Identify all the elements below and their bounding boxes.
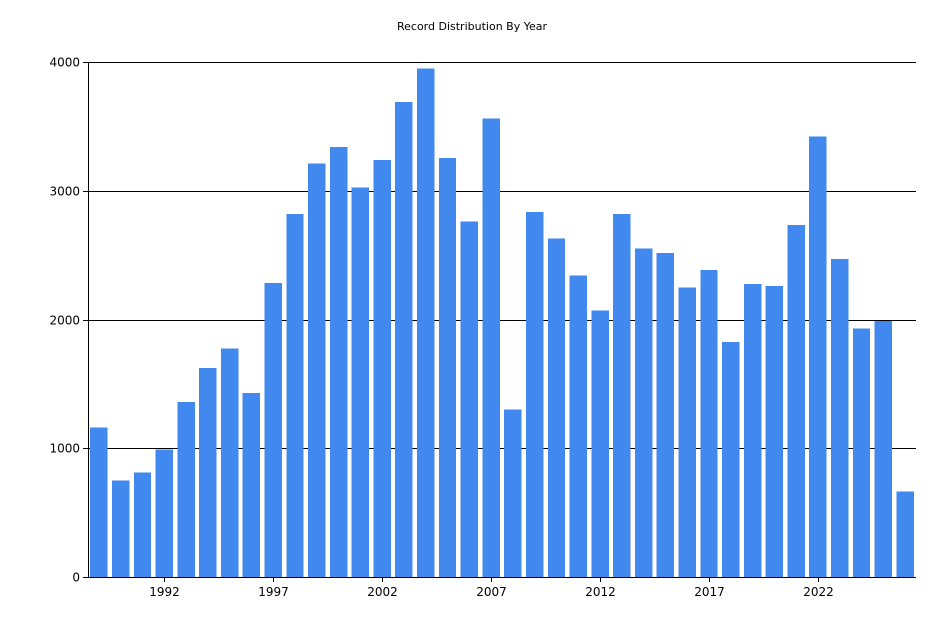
bar-2014 — [634, 248, 653, 577]
y-tick-label: 4000 — [49, 56, 80, 70]
x-tick-label: 2002 — [367, 585, 398, 599]
bar-2000 — [329, 146, 348, 578]
bar-1998 — [286, 213, 304, 577]
chart-title: Record Distribution By Year — [397, 20, 547, 33]
bar-2023 — [831, 258, 849, 577]
bar-2017 — [700, 269, 718, 577]
x-tick-label: 1997 — [258, 585, 289, 599]
bar-2024 — [852, 328, 871, 577]
bar-2006 — [460, 221, 479, 577]
bar-1989 — [90, 427, 108, 577]
bars — [90, 68, 914, 578]
y-tick-label: 1000 — [49, 442, 80, 456]
bar-1994 — [199, 367, 217, 577]
bar-1990 — [111, 480, 130, 577]
x-tick-labels: 1992 1997 2002 2007 2012 2017 2022 — [149, 585, 834, 599]
bar-1997 — [264, 282, 282, 577]
bar-2022 — [809, 136, 827, 577]
bar-2021 — [787, 224, 805, 577]
x-tick-label: 2012 — [585, 585, 616, 599]
bar-2018 — [722, 342, 740, 577]
x-tick-label: 1992 — [149, 585, 180, 599]
bar-1993 — [177, 401, 195, 577]
y-tick-label: 3000 — [49, 185, 80, 199]
bar-2012 — [591, 310, 609, 577]
bar-1996 — [242, 392, 261, 577]
x-tick-label: 2022 — [803, 585, 834, 599]
bar-2025 — [874, 320, 893, 577]
bar-2019 — [743, 284, 762, 577]
bar-1991 — [133, 472, 152, 577]
bar-2007 — [482, 118, 500, 578]
axes — [83, 62, 916, 582]
y-tick-labels: 0 1000 2000 3000 4000 — [49, 56, 80, 585]
x-tick-label: 2007 — [476, 585, 507, 599]
bar-1999 — [308, 163, 326, 577]
bar-2016 — [678, 287, 696, 577]
bar-2001 — [351, 187, 370, 577]
bar-1995 — [220, 348, 239, 577]
bar-2011 — [569, 275, 587, 577]
bar-2009 — [525, 211, 544, 578]
bar-2008 — [504, 409, 522, 578]
bar-2002 — [373, 159, 391, 577]
bar-2003 — [395, 101, 413, 577]
bar-2015 — [656, 253, 675, 577]
bar-2010 — [547, 238, 566, 577]
bar-1992 — [155, 449, 173, 577]
bar-2005 — [438, 157, 457, 578]
y-tick-label: 0 — [72, 571, 80, 585]
bar-2020 — [765, 286, 784, 577]
bar-2026 — [896, 491, 914, 577]
bar-2013 — [613, 213, 631, 577]
bar-2004 — [417, 68, 435, 577]
y-tick-label: 2000 — [49, 314, 80, 328]
x-tick-label: 2017 — [694, 585, 725, 599]
